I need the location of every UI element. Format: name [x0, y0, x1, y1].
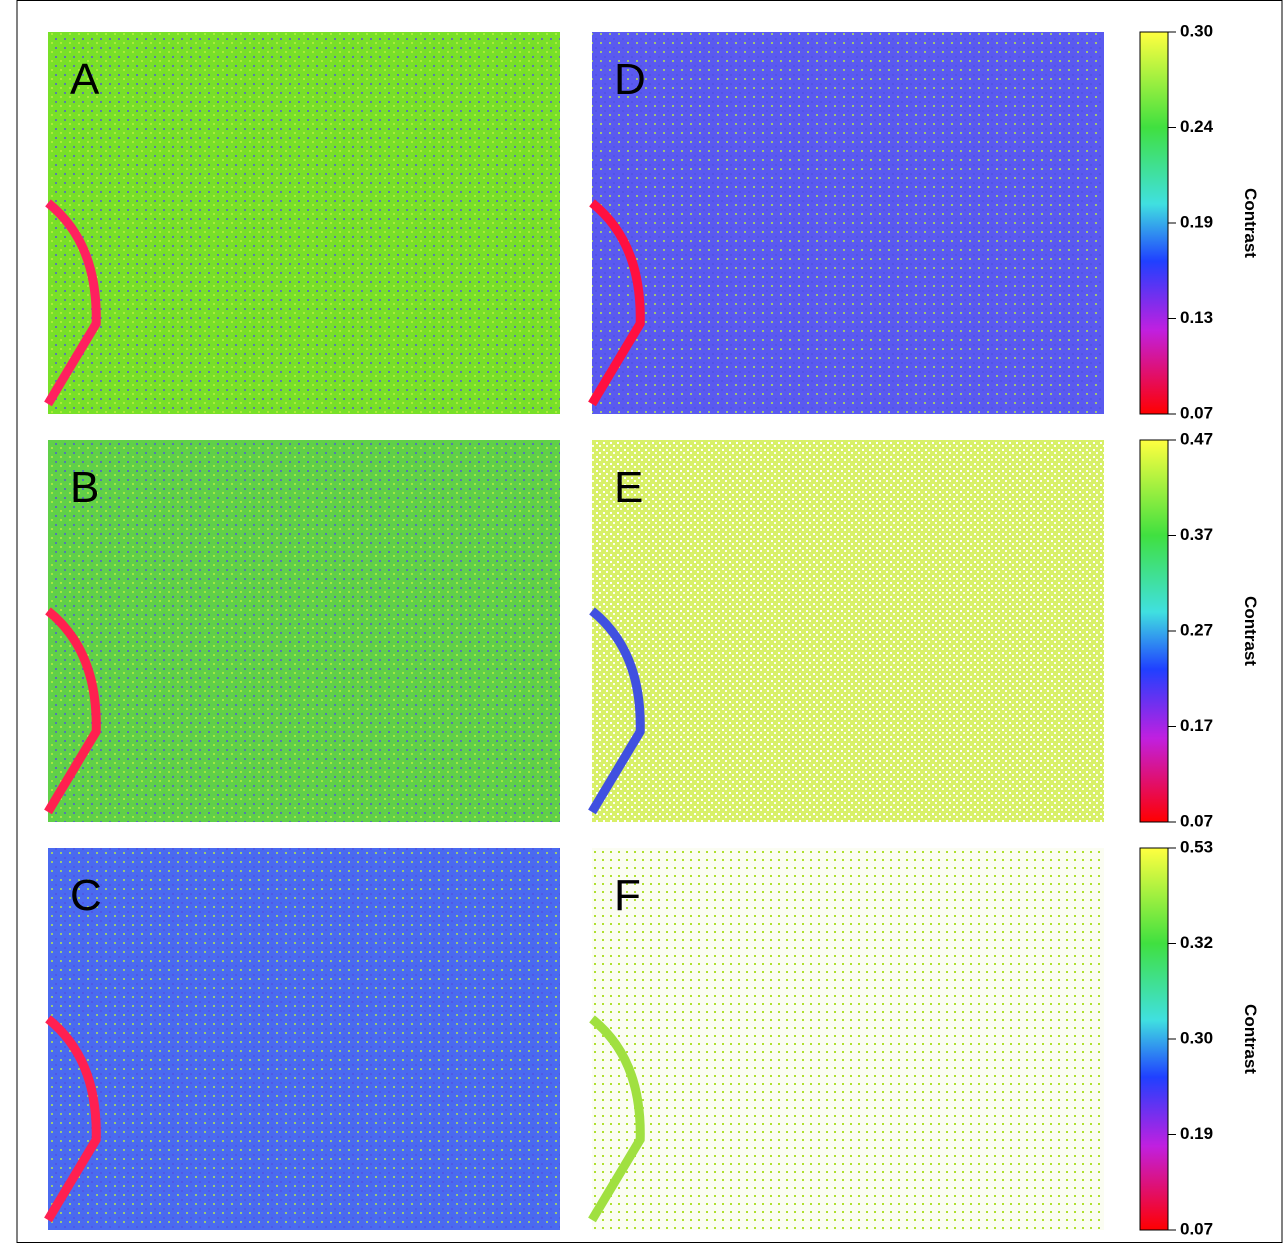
tick-label: 0.19: [1180, 1124, 1213, 1143]
tick-label: 0.07: [1180, 811, 1213, 830]
panel-label: A: [70, 55, 100, 104]
speckle: [592, 32, 1104, 414]
tick-label: 0.19: [1180, 212, 1213, 231]
tick-label: 0.24: [1180, 117, 1214, 136]
panel-image: A: [48, 32, 560, 414]
tick-label: 0.53: [1180, 837, 1213, 856]
colorbar: [1140, 440, 1168, 822]
speckle: [592, 440, 1104, 822]
tick-label: 0.30: [1180, 1028, 1213, 1047]
figure: A D B E C F 0.30 0.24 0.19 0.13 0.07 Contrast 0.47 0…: [0, 0, 1283, 1243]
colorbar: [1140, 32, 1168, 414]
speckle: [48, 848, 560, 1230]
panel-image: E: [592, 440, 1104, 822]
tick-label: 0.07: [1180, 1219, 1213, 1238]
tick-label: 0.47: [1180, 429, 1213, 448]
speckle: [48, 440, 560, 822]
colorbar-title: Contrast: [1241, 596, 1260, 666]
tick-label: 0.27: [1180, 620, 1213, 639]
speckle: [592, 848, 1104, 1230]
speckle: [48, 32, 560, 414]
panel-label: C: [70, 871, 102, 920]
panel-image: C: [48, 848, 560, 1230]
tick-label: 0.07: [1180, 403, 1213, 422]
panel-label: F: [614, 871, 641, 920]
colorbar: [1140, 848, 1168, 1230]
tick-label: 0.37: [1180, 525, 1213, 544]
colorbar-title: Contrast: [1241, 188, 1260, 258]
panel-label: E: [614, 463, 643, 512]
panel-image: F: [592, 848, 1104, 1230]
panel-image: B: [48, 440, 560, 822]
page: A D B E C F 0.30 0.24 0.19 0.13 0.07 Contrast 0.47 0…: [0, 0, 1283, 1243]
tick-label: 0.32: [1180, 933, 1213, 952]
panel-image: D: [592, 32, 1104, 414]
tick-label: 0.30: [1180, 21, 1213, 40]
colorbar-title: Contrast: [1241, 1004, 1260, 1074]
panel-label: B: [70, 463, 99, 512]
tick-label: 0.13: [1180, 308, 1213, 327]
tick-label: 0.17: [1180, 716, 1213, 735]
panel-label: D: [614, 55, 646, 104]
